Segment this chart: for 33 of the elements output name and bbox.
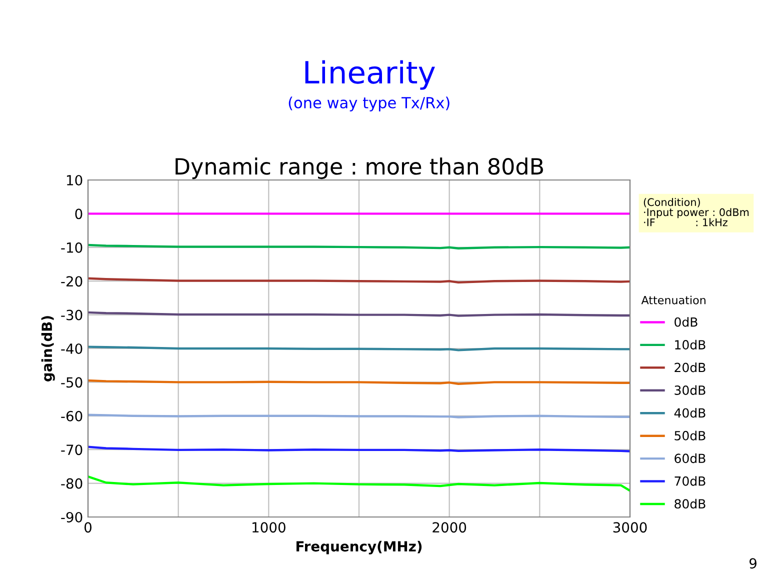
legend-label: 20dB: [674, 362, 706, 372]
chart-title: Linearity: [305, 60, 435, 90]
y-tick-label: -10: [61, 242, 82, 253]
y-tick-label: 0: [75, 208, 82, 220]
text: 9: [750, 558, 756, 569]
x-axis-title: Frequency(MHz): [296, 540, 422, 554]
legend-label: 40dB: [674, 408, 706, 418]
legend-label: 70dB: [674, 476, 706, 486]
y-tick-label: 10: [66, 174, 82, 186]
y-tick-label: -30: [61, 310, 82, 320]
legend-label: 50dB: [674, 430, 706, 440]
y-tick-label: -50: [61, 377, 82, 388]
text: Dynamic range : more than 80dB: [176, 158, 543, 180]
legend-label: 10dB: [675, 340, 706, 350]
x-tick-label: 0: [84, 522, 92, 533]
legend-label: 0dB: [674, 317, 698, 327]
y-axis-title: gain(dB): [41, 316, 55, 382]
legend-title: Attenuation: [641, 296, 706, 304]
y-tick-label: -60: [61, 410, 82, 422]
text: (Condition) ·Input power : 0dBm ·IF : 1kHz: [644, 198, 749, 226]
line-series: [88, 475, 630, 492]
x-tick-label: 2000: [432, 522, 466, 533]
chart-subtitle: (one way type Tx/Rx): [288, 96, 450, 112]
legend-label: 30dB: [674, 385, 706, 395]
y-tick-label: -70: [61, 444, 82, 456]
y-tick-label: -40: [61, 343, 82, 354]
x-tick-label: 3000: [613, 522, 647, 533]
legend-label: 80dB: [674, 498, 706, 509]
y-tick-label: -20: [61, 276, 82, 287]
x-tick-label: 1000: [252, 522, 286, 533]
y-tick-label: -80: [61, 478, 82, 489]
legend-label: 60dB: [674, 453, 706, 464]
y-tick-label: -90: [61, 512, 82, 522]
